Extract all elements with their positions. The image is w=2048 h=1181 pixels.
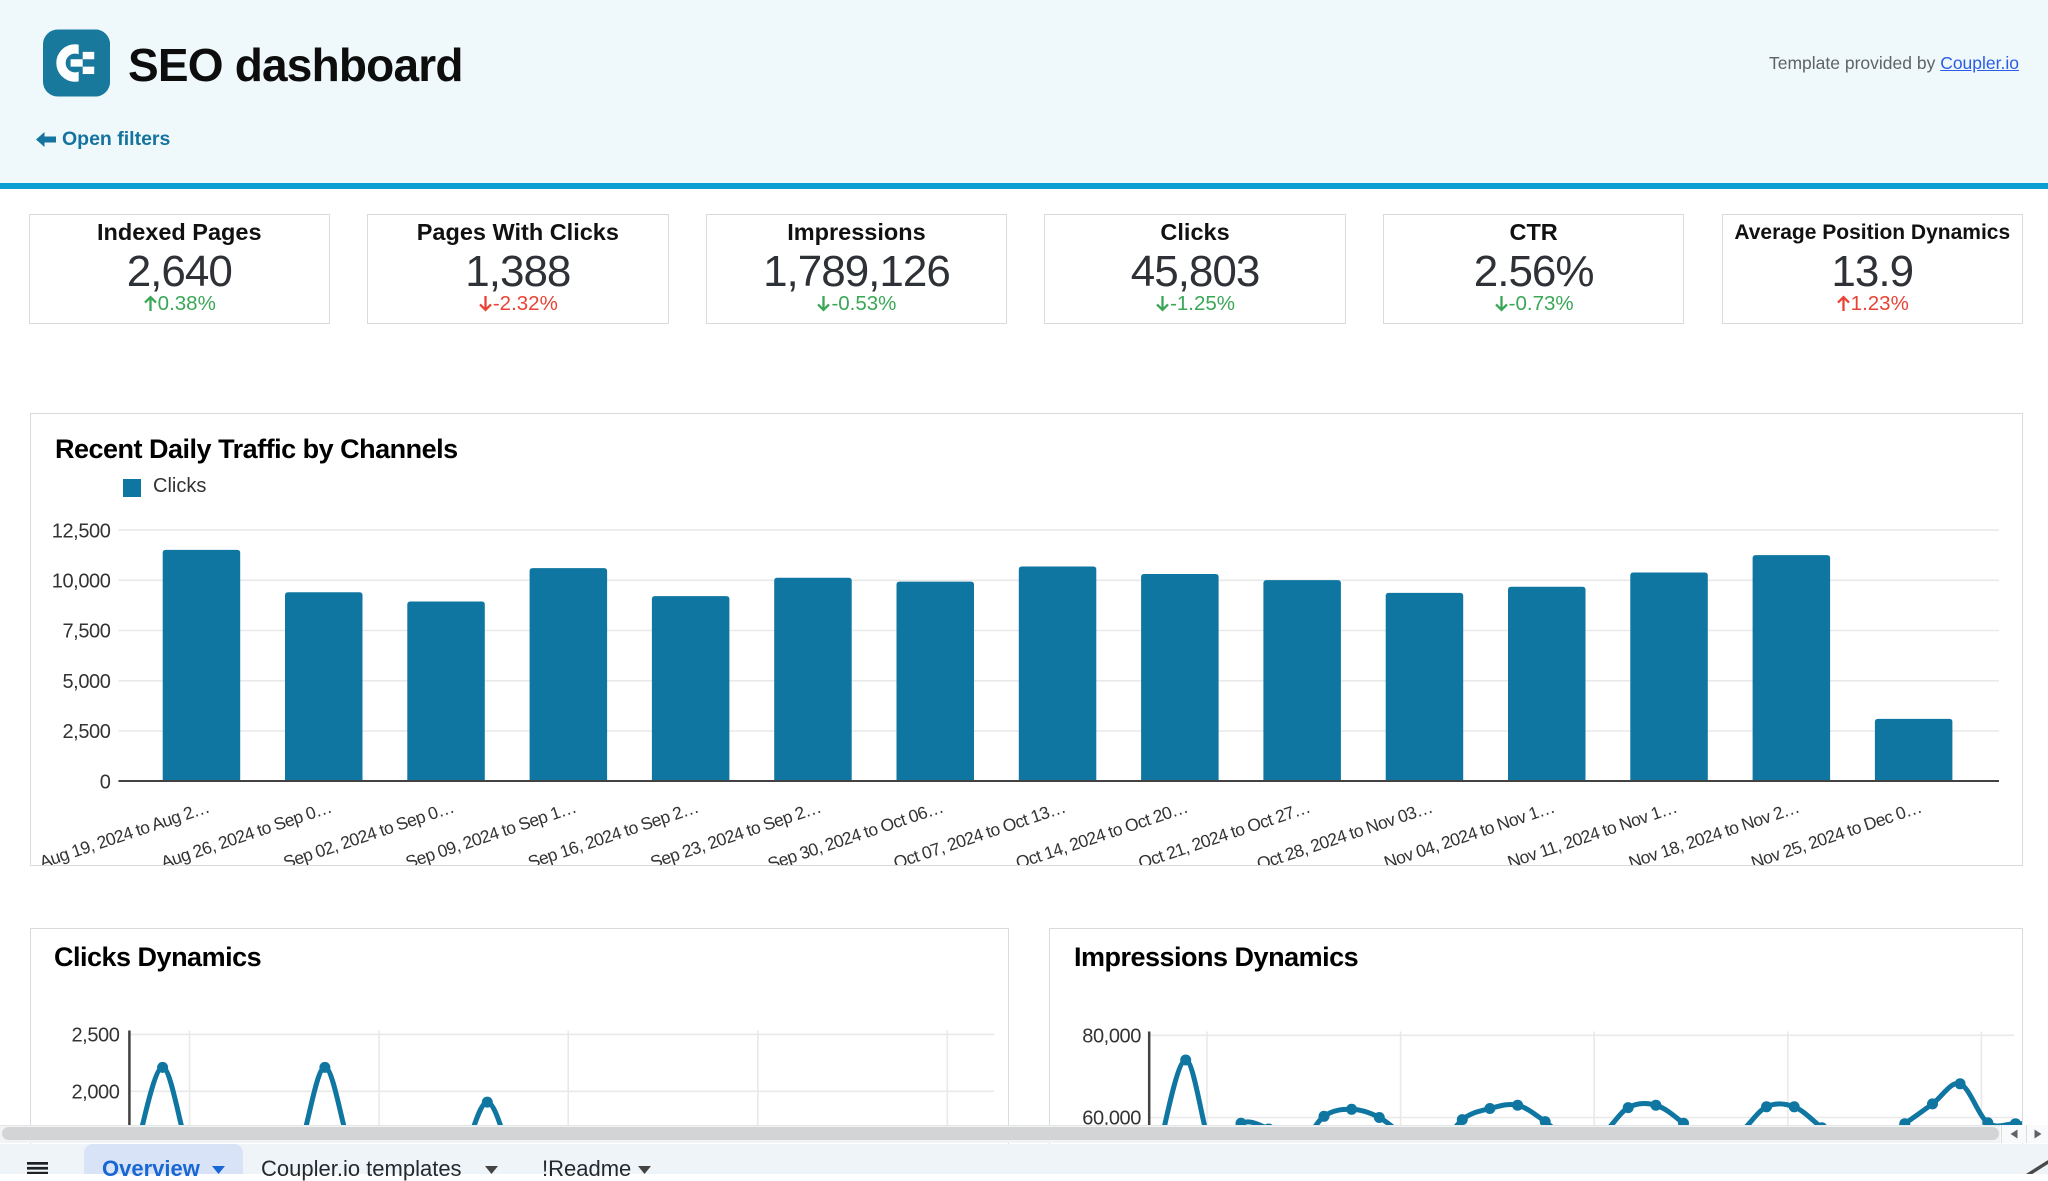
svg-text:80,000: 80,000 — [1082, 1025, 1141, 1047]
svg-text:5,000: 5,000 — [62, 671, 110, 693]
svg-text:12,500: 12,500 — [51, 520, 110, 542]
svg-text:2,500: 2,500 — [71, 1024, 119, 1046]
svg-text:2,500: 2,500 — [62, 721, 110, 743]
svg-text:0: 0 — [99, 771, 110, 793]
svg-text:10,000: 10,000 — [51, 571, 110, 593]
svg-text:7,500: 7,500 — [62, 621, 110, 643]
svg-text:2,000: 2,000 — [71, 1081, 119, 1103]
svg-text:60,000: 60,000 — [1082, 1107, 1141, 1126]
